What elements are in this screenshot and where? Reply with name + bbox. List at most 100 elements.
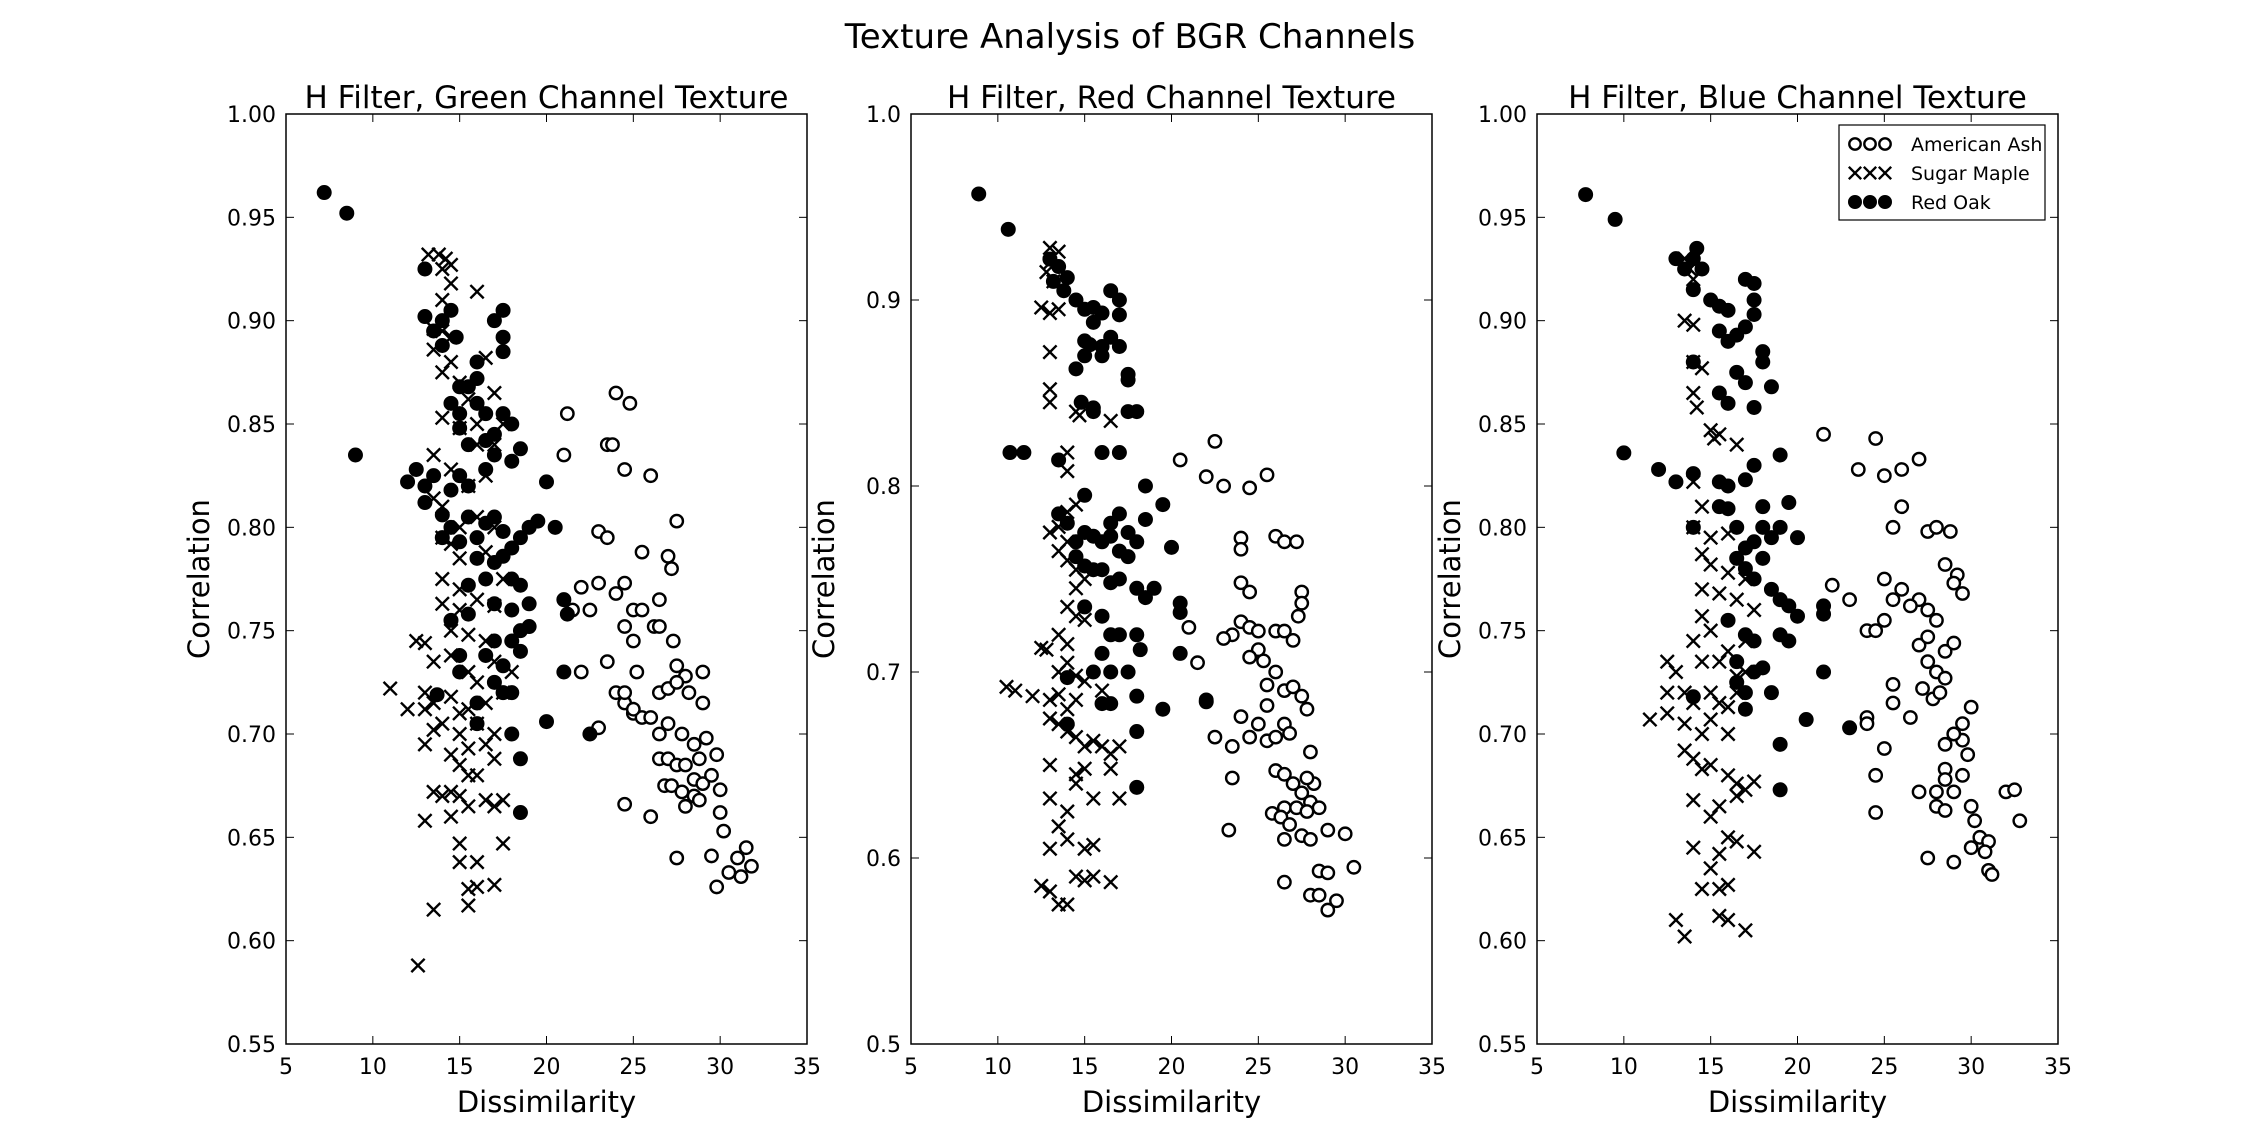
data-point [1703, 557, 1719, 573]
data-point [1746, 774, 1762, 790]
data-point [1120, 372, 1136, 388]
data-point [539, 714, 554, 730]
data-point [1042, 790, 1058, 806]
data-point [1103, 874, 1119, 890]
data-point [664, 561, 679, 577]
data-point [1155, 701, 1171, 717]
data-point [1025, 688, 1041, 704]
data-point [1746, 457, 1762, 473]
y-tick-label: 0.7 [866, 661, 901, 686]
y-axis-label: Correlation [1433, 499, 1467, 659]
data-point [1276, 534, 1292, 550]
data-point [1746, 602, 1762, 618]
data-point [1033, 640, 1049, 656]
data-point [1224, 739, 1240, 754]
data-point [1042, 757, 1058, 773]
data-point [512, 577, 528, 593]
legend-entry: Red Oak [1848, 192, 1991, 214]
data-point [1729, 788, 1745, 804]
data-point [486, 877, 502, 893]
data-point [1132, 642, 1148, 658]
data-point [1085, 664, 1101, 680]
data-point [629, 664, 645, 680]
data-point [1068, 292, 1084, 308]
data-point [1946, 575, 1962, 591]
data-point [971, 186, 987, 202]
data-point [1746, 633, 1762, 649]
data-point [1073, 394, 1089, 410]
data-point [1259, 467, 1275, 483]
data-point [521, 619, 537, 635]
data-point [1059, 831, 1075, 847]
data-point [1816, 606, 1832, 622]
data-point [1711, 695, 1727, 711]
x-axis-label: Dissimilarity [457, 1085, 636, 1119]
x-axis-label: Dissimilarity [1082, 1085, 1261, 1119]
data-point [460, 627, 476, 643]
data-point [1720, 302, 1736, 318]
data-point [426, 468, 442, 484]
data-point [339, 205, 355, 221]
data-point [1711, 908, 1727, 924]
data-point [664, 778, 679, 794]
data-point [1085, 404, 1101, 420]
data-point [681, 685, 697, 701]
data-point [1103, 664, 1119, 680]
data-point [1937, 557, 1953, 572]
data-point [605, 437, 620, 453]
data-point [452, 420, 468, 436]
data-point [1077, 599, 1093, 615]
data-point [452, 468, 468, 484]
data-point [443, 612, 459, 628]
data-point [573, 579, 589, 595]
data-point [382, 681, 398, 697]
data-point [1242, 480, 1258, 496]
data-point [1729, 437, 1745, 453]
data-point [1000, 221, 1016, 237]
data-point [1642, 712, 1658, 728]
data-point [417, 701, 433, 717]
data-point [669, 850, 685, 866]
data-point [1077, 348, 1093, 364]
data-point [1929, 519, 1944, 535]
data-point [1268, 664, 1284, 680]
panel-3: H Filter, Blue Channel Texture 5 10 15 20 25 3… [1433, 80, 2072, 1119]
series-american-ash [556, 385, 759, 895]
data-point [426, 323, 442, 339]
data-point [1868, 431, 1884, 446]
data-point [1685, 282, 1701, 298]
data-point [1294, 785, 1310, 801]
data-point [417, 261, 433, 277]
data-point [504, 726, 520, 742]
y-tick-label: 0.60 [1478, 930, 1527, 955]
data-point [434, 337, 450, 353]
data-point [1746, 275, 1762, 291]
x-tick-label: 10 [1610, 1055, 1638, 1080]
data-point [460, 881, 476, 897]
data-point [1902, 598, 1918, 614]
data-point [443, 784, 459, 800]
data-point [1042, 525, 1058, 540]
data-point [1111, 307, 1127, 323]
data-point [347, 447, 363, 463]
data-point [1677, 261, 1693, 277]
data-point [452, 854, 468, 870]
data-point [1720, 478, 1736, 494]
data-point [1963, 699, 1979, 715]
data-point [1259, 677, 1275, 693]
data-point [1282, 725, 1297, 741]
data-point [1103, 329, 1119, 345]
data-point [1289, 534, 1304, 550]
data-point [1755, 519, 1771, 535]
x-tick-label: 20 [1158, 1055, 1186, 1080]
data-point [1685, 689, 1701, 705]
y-tick-label: 0.5 [866, 1033, 901, 1058]
data-point [1103, 696, 1119, 712]
data-point [1720, 829, 1736, 845]
data-point [1720, 699, 1736, 715]
data-point [712, 782, 728, 798]
data-point [426, 722, 442, 738]
data-point [709, 879, 725, 895]
data-point [1094, 608, 1110, 624]
data-point [1937, 670, 1953, 686]
